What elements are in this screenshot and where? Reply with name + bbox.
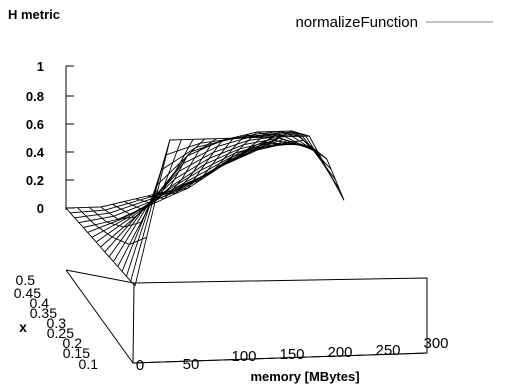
x-axis-title: memory [MBytes]	[250, 369, 359, 384]
mesh-line-y	[113, 132, 323, 262]
mesh-line-y	[104, 137, 314, 253]
mesh-line-y	[134, 135, 345, 287]
mesh-line-y	[130, 134, 341, 282]
legend-label: normalizeFunction	[295, 14, 418, 31]
x-tick-label: 50	[183, 356, 200, 373]
z-tick-label: 0	[37, 201, 44, 216]
mesh-line-y	[70, 137, 280, 214]
z-tick-label: 1	[37, 59, 44, 74]
x-tick-label: 200	[327, 344, 352, 361]
y-tick-label: 0.3	[47, 315, 67, 331]
x-tick-label: 150	[279, 346, 304, 363]
x-tick-label: 300	[423, 335, 448, 352]
mesh-line-y	[95, 142, 306, 243]
mesh-line-y	[83, 141, 293, 228]
y-tick-label: 0.2	[63, 335, 83, 351]
y-axis-title: x	[19, 319, 27, 335]
tick-marks	[66, 65, 74, 209]
x-tick-label: 0	[136, 357, 144, 374]
x-tick-label: 100	[231, 348, 256, 365]
y-tick-label: 0.1	[79, 356, 99, 372]
mesh-line-y	[78, 140, 289, 224]
mesh-line-y	[91, 143, 301, 238]
surface-mesh	[65, 130, 345, 287]
z-tick-label: 0.6	[26, 117, 44, 132]
y-tick-label: 0.4	[30, 295, 50, 311]
x-tick-label: 250	[375, 342, 400, 359]
tick-labels: 00.20.40.60.810 50 100 150 200 250 3000.10.150…	[14, 59, 449, 374]
z-axis-line	[65, 66, 428, 364]
z-axis-title: H metric	[8, 7, 60, 22]
mesh-line-y	[108, 135, 319, 258]
mesh-line-y	[87, 142, 297, 233]
y-tick-label: 0.25	[47, 325, 74, 341]
y-tick-label: 0.35	[30, 305, 57, 321]
z-tick-label: 0.8	[26, 89, 44, 104]
x-back-axis-line	[132, 352, 428, 364]
y-tick-label: 0.45	[14, 285, 41, 301]
y-tick-label: 0.5	[16, 272, 36, 288]
z-tick-label: 0.2	[26, 173, 44, 188]
z-tick-label: 0.4	[26, 145, 45, 160]
y-tick-label: 0.15	[63, 345, 90, 361]
chart-axes	[65, 66, 428, 364]
